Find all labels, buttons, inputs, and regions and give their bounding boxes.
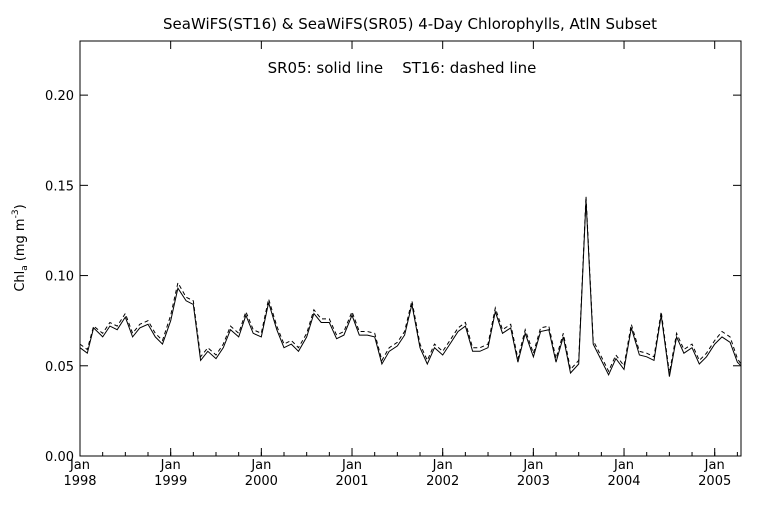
x-tick-label-month: Jan [250,458,271,473]
x-tick-label-month: Jan [522,458,543,473]
y-axis-label-subscript: a [20,265,30,271]
y-tick-label: 0.00 [45,450,74,465]
y-axis-label-main: Chl [13,271,28,292]
y-axis-label-unit: (mg m [13,218,28,261]
x-tick-label-month: Jan [613,458,634,473]
x-tick-label-month: Jan [704,458,725,473]
x-tick-label-month: Jan [432,458,453,473]
x-tick-label-month: Jan [69,458,90,473]
x-tick-label-year: 1998 [63,474,96,489]
x-tick-label-year: 2005 [698,474,731,489]
y-axis-label: Chla (mg m-3) [11,204,30,291]
x-axis: Jan1998Jan1999Jan2000Jan2001Jan2002Jan20… [63,41,738,489]
y-axis-label-unit-close: ) [13,204,28,209]
x-tick-label-month: Jan [160,458,181,473]
series-line-st16 [79,196,742,374]
x-tick-label-year: 2004 [607,474,640,489]
y-axis-label-unit-exponent: -3 [11,209,21,218]
y-tick-label: 0.05 [45,360,74,375]
x-tick-label-year: 2002 [426,474,459,489]
x-tick-label-year: 2001 [335,474,368,489]
y-tick-label: 0.20 [45,89,74,104]
x-tick-label-year: 2003 [517,474,550,489]
series-group [79,196,742,377]
y-tick-label: 0.15 [45,179,74,194]
x-tick-label-year: 1999 [154,474,187,489]
chart-title: SeaWiFS(ST16) & SeaWiFS(SR05) 4-Day Chlo… [163,15,657,33]
series-line-sr05 [79,199,742,377]
x-tick-label-month: Jan [341,458,362,473]
x-tick-label-year: 2000 [245,474,278,489]
plot-frame [79,40,742,457]
y-tick-label: 0.10 [45,270,74,285]
y-axis: 0.00 0.05 0.10 0.15 0.20 [45,89,741,465]
chart-annotation: SR05: solid line ST16: dashed line [268,59,537,77]
